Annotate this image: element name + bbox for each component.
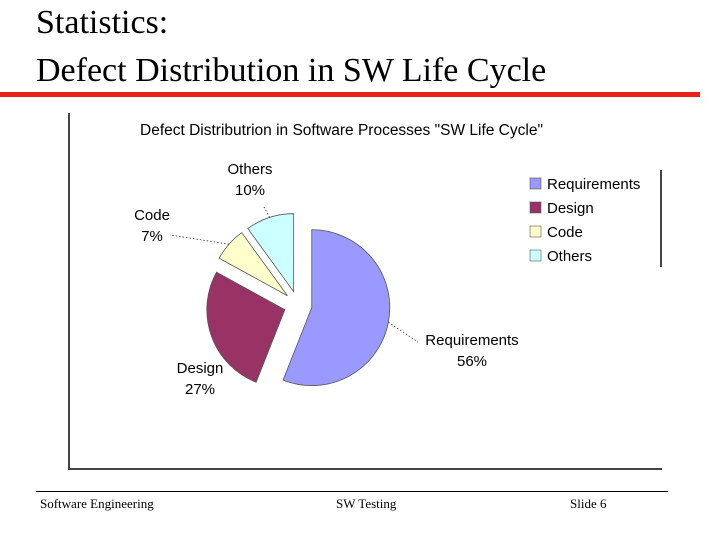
pie-slice-others <box>247 213 295 293</box>
data-label-name-others: Others <box>227 161 272 178</box>
footer-slide-number: Slide 6 <box>570 496 607 511</box>
chart-title: Defect Distributrion in Software Process… <box>140 122 543 139</box>
legend-swatch-design <box>529 201 542 214</box>
leader-line-requirements <box>388 321 419 343</box>
legend-swatch-code <box>529 225 542 238</box>
data-label-name-design: Design <box>177 360 224 377</box>
chart-frame-left-border <box>68 113 70 470</box>
title-underline <box>0 92 700 97</box>
data-label-value-requirements: 56% <box>457 353 487 370</box>
chart-frame-right-border <box>660 170 662 267</box>
legend-label-design: Design <box>547 200 594 217</box>
legend-label-code: Code <box>547 224 583 241</box>
data-label-name-requirements: Requirements <box>425 332 518 349</box>
legend-swatch-others <box>529 249 542 262</box>
legend-label-requirements: Requirements <box>547 176 640 193</box>
data-label-value-code: 7% <box>141 228 163 245</box>
footer-course: Software Engineering <box>40 496 154 511</box>
slide-title-line-1: Statistics: <box>36 4 169 41</box>
legend-label-others: Others <box>547 248 592 265</box>
data-label-value-others: 10% <box>235 182 265 199</box>
leader-line-others <box>262 204 270 218</box>
legend-swatch-requirements <box>529 177 542 190</box>
footer-rule <box>36 491 668 492</box>
slide-title-line-2: Defect Distribution in SW Life Cycle <box>36 52 547 89</box>
data-label-value-design: 27% <box>185 381 215 398</box>
pie-slice-requirements <box>282 229 391 387</box>
pie-slice-code <box>218 232 288 297</box>
pie-slice-design <box>206 271 286 383</box>
chart-frame-bottom-border <box>68 468 662 470</box>
leader-line-code <box>169 234 230 245</box>
footer-topic: SW Testing <box>336 496 397 511</box>
data-label-name-code: Code <box>134 207 170 224</box>
